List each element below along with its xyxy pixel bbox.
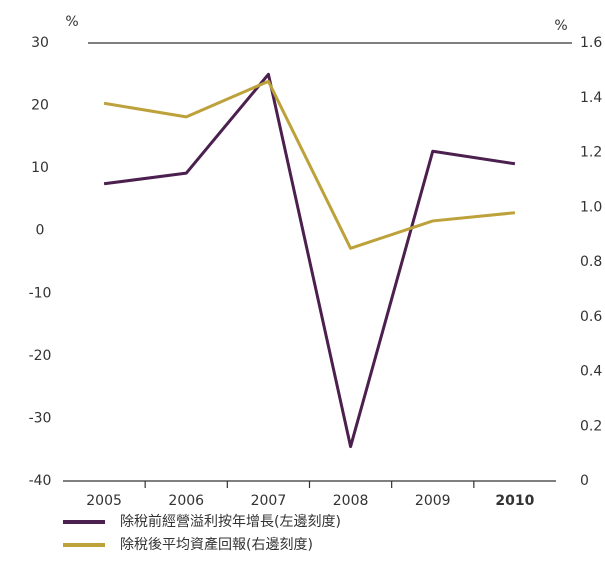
y2-tick-label: 0.2 (580, 418, 602, 434)
x-tick-label: 2007 (251, 493, 287, 509)
y-tick-label: -30 (29, 410, 52, 426)
y-tick-label: 20 (31, 98, 49, 114)
y-tick-label: 30 (31, 35, 49, 51)
y-tick-label: -10 (29, 285, 52, 301)
series-line (103, 72, 516, 449)
x-tick-label: 2010 (495, 493, 534, 509)
legend-label: 除稅後平均資產回報(右邊刻度) (120, 536, 313, 553)
y2-tick-label: 0.8 (580, 254, 602, 270)
series-line (103, 79, 516, 250)
y2-tick-label: 0.4 (580, 364, 602, 380)
y2-tick-label: 1.6 (580, 35, 602, 51)
y2-tick-label: 1.0 (580, 199, 602, 215)
y-tick-label: 0 (36, 223, 45, 239)
y-tick-label: -40 (29, 473, 52, 489)
y2-tick-label: 0.6 (580, 309, 602, 325)
x-tick-label: 2009 (415, 493, 451, 509)
y2-tick-label: 1.4 (580, 90, 602, 106)
y-tick-label: 10 (31, 160, 49, 176)
legend-label: 除稅前經營溢利按年增長(左邊刻度) (120, 513, 341, 530)
y2-tick-label: 1.2 (580, 145, 602, 161)
x-tick-label: 2008 (333, 493, 369, 509)
y-tick-label: -20 (29, 348, 52, 364)
y2-tick-label: 0 (580, 473, 589, 489)
x-tick-label: 2006 (168, 493, 204, 509)
y2-unit: % (554, 18, 567, 34)
x-tick-label: 2005 (86, 493, 122, 509)
y-unit: % (65, 14, 78, 30)
